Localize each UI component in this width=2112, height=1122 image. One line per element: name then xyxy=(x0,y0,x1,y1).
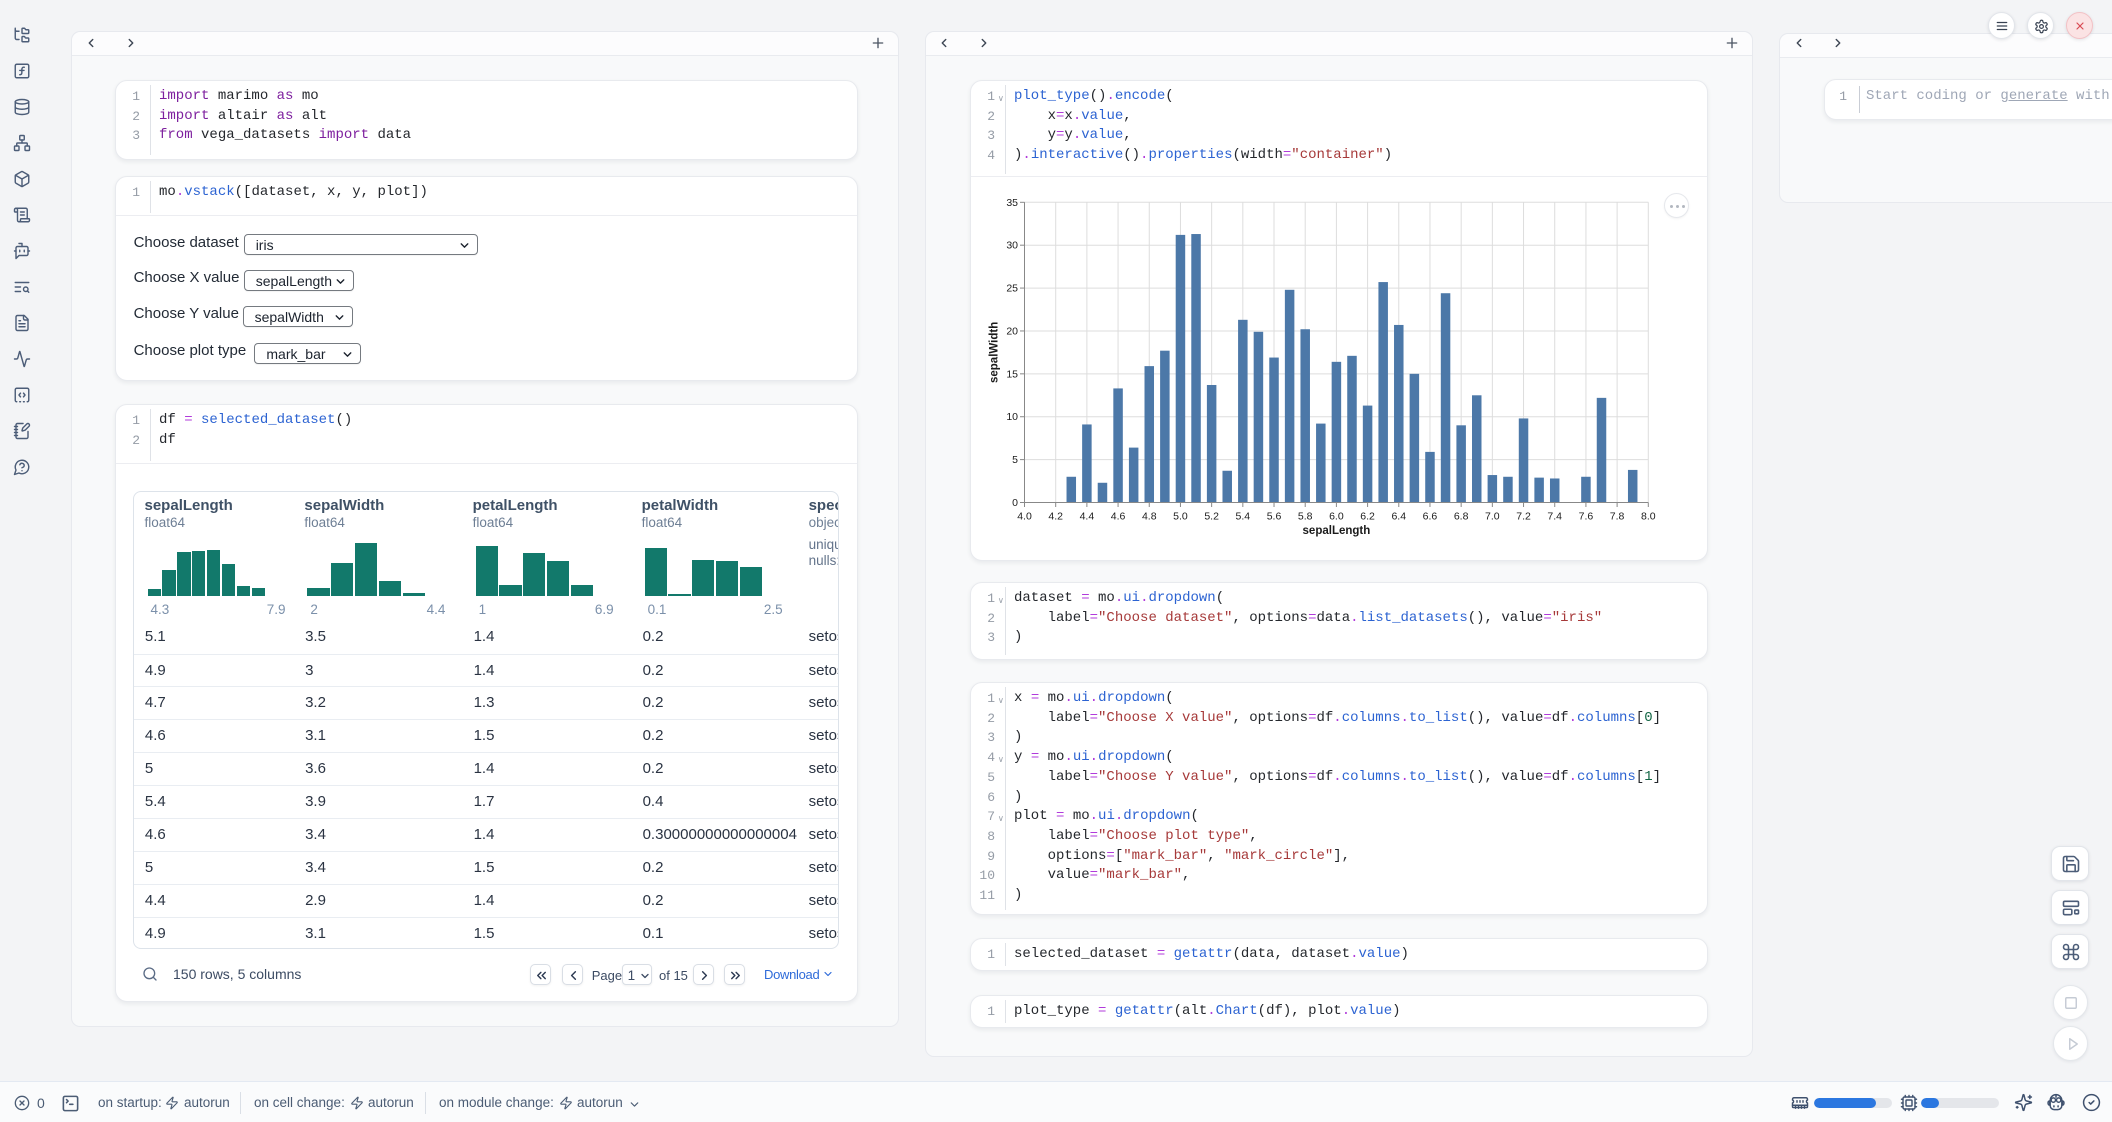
svg-text:6.6: 6.6 xyxy=(1423,511,1438,523)
svg-text:4.8: 4.8 xyxy=(1142,511,1157,523)
svg-text:8.0: 8.0 xyxy=(1641,511,1656,523)
svg-text:6.4: 6.4 xyxy=(1391,511,1406,523)
svg-text:5.2: 5.2 xyxy=(1204,511,1219,523)
svg-text:6.0: 6.0 xyxy=(1329,511,1344,523)
svg-text:35: 35 xyxy=(1006,197,1018,209)
svg-text:4.4: 4.4 xyxy=(1080,511,1095,523)
svg-text:5: 5 xyxy=(1012,454,1018,466)
svg-text:sepalWidth: sepalWidth xyxy=(989,322,1001,383)
svg-text:20: 20 xyxy=(1006,325,1018,337)
svg-text:4.2: 4.2 xyxy=(1048,511,1063,523)
svg-text:15: 15 xyxy=(1006,368,1018,380)
svg-text:10: 10 xyxy=(1006,411,1018,423)
svg-text:30: 30 xyxy=(1006,240,1018,252)
svg-text:6.8: 6.8 xyxy=(1454,511,1469,523)
svg-text:5.0: 5.0 xyxy=(1173,511,1188,523)
svg-text:4.6: 4.6 xyxy=(1111,511,1126,523)
svg-text:6.2: 6.2 xyxy=(1360,511,1375,523)
svg-text:sepalLength: sepalLength xyxy=(1303,525,1371,537)
svg-text:0: 0 xyxy=(1012,497,1018,509)
svg-text:5.4: 5.4 xyxy=(1236,511,1251,523)
svg-text:5.8: 5.8 xyxy=(1298,511,1313,523)
svg-text:25: 25 xyxy=(1006,283,1018,295)
svg-text:7.0: 7.0 xyxy=(1485,511,1500,523)
svg-text:7.4: 7.4 xyxy=(1547,511,1562,523)
svg-text:5.6: 5.6 xyxy=(1267,511,1282,523)
svg-text:7.8: 7.8 xyxy=(1610,511,1625,523)
svg-text:4.0: 4.0 xyxy=(1017,511,1032,523)
svg-text:7.6: 7.6 xyxy=(1579,511,1594,523)
svg-text:7.2: 7.2 xyxy=(1516,511,1531,523)
